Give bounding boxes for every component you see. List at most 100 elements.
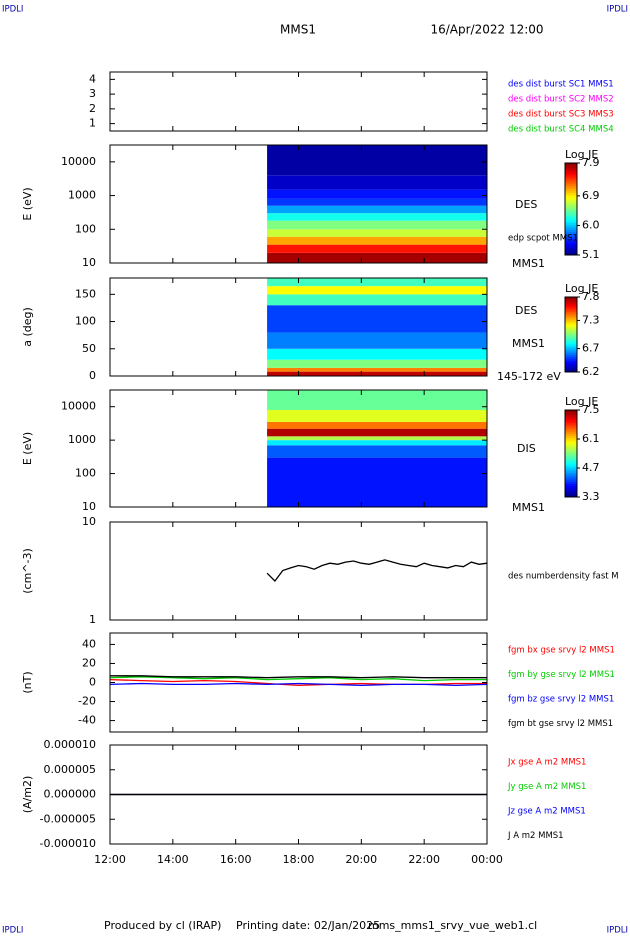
- y-tick-label: 100: [75, 467, 96, 480]
- series-line: [109, 682, 488, 687]
- colorbar-step: [565, 192, 577, 196]
- colorbar-step: [565, 330, 577, 334]
- colorbar-step: [565, 449, 577, 452]
- spectrogram-cell: [267, 205, 487, 214]
- y-tick-label: 150: [75, 287, 96, 300]
- legend-entry: Jx gse A m2 MMS1: [507, 758, 586, 768]
- colorbar-step: [565, 312, 577, 315]
- colorbar-tick-label: 6.0: [582, 218, 600, 231]
- colorbar-step: [565, 327, 577, 330]
- spectrogram-cell: [267, 332, 487, 349]
- colorbar-step: [565, 172, 577, 175]
- colorbar-step: [565, 225, 577, 228]
- legend-entry: des dist burst SC1 MMS1: [508, 80, 614, 90]
- colorbar-frame: [564, 409, 578, 498]
- colorbar-step: [565, 410, 577, 413]
- colorbar-step: [565, 215, 577, 219]
- spectrogram-cell: [267, 236, 487, 245]
- colorbar-step: [565, 473, 577, 476]
- y-tick-label: 0.000000: [44, 788, 97, 801]
- panel-label: 145-172 eV: [497, 370, 561, 383]
- y-axis-label: a (deg): [21, 307, 34, 347]
- colorbar-step: [565, 353, 577, 356]
- title: MMS1: [280, 23, 316, 37]
- spectrogram-cell: [267, 286, 487, 295]
- colorbar-step: [565, 416, 577, 420]
- spectrogram-cell: [267, 440, 487, 446]
- colorbar-step: [565, 420, 577, 424]
- legend-entry: des dist burst SC2 MMS2: [508, 95, 614, 105]
- colorbar-step: [565, 310, 577, 313]
- colorbar-step: [565, 431, 577, 435]
- y-tick-label: -20: [78, 695, 96, 708]
- colorbar-title: Log JE: [565, 148, 598, 161]
- y-tick-label: 1: [89, 117, 96, 130]
- colorbar-step: [565, 338, 577, 341]
- colorbar-step: [565, 357, 577, 360]
- spectrogram-cell: [267, 220, 487, 230]
- panel-frame: [109, 632, 488, 733]
- spectrogram-cell: [267, 198, 487, 206]
- series-line: [266, 559, 488, 582]
- colorbar-step: [565, 206, 577, 210]
- colorbar-step: [565, 328, 577, 332]
- y-tick-label: 10: [82, 256, 96, 269]
- legend-entry: fgm bz gse srvy l2 MMS1: [508, 695, 614, 705]
- colorbar-step: [565, 455, 577, 459]
- colorbar-step: [565, 211, 577, 215]
- y-tick-label: 10000: [61, 155, 96, 168]
- colorbar-frame: [564, 296, 578, 373]
- colorbar-step: [565, 169, 577, 173]
- colorbar-step: [565, 204, 577, 208]
- colorbar-step: [565, 355, 577, 358]
- spectrogram-cell: [267, 229, 487, 237]
- colorbar-step: [565, 342, 577, 345]
- date: 16/Apr/2022 12:00: [430, 23, 543, 37]
- colorbar-step: [565, 315, 577, 319]
- colorbar-step: [565, 488, 577, 491]
- colorbar-tick-label: 7.9: [582, 156, 600, 169]
- colorbar-step: [565, 433, 577, 437]
- colorbar-step: [565, 190, 577, 194]
- colorbar-step: [565, 366, 577, 369]
- colorbar-step: [565, 436, 577, 439]
- spectrogram-cell: [267, 421, 487, 429]
- spectrogram-cell: [267, 175, 487, 190]
- colorbar-step: [565, 202, 577, 205]
- spectrogram-cell: [267, 294, 487, 306]
- footer-producer: Produced by cl (IRAP): [104, 919, 221, 932]
- y-axis-label: (cm^-3): [21, 548, 34, 594]
- colorbar-step: [565, 234, 577, 238]
- y-tick-label: 2: [89, 102, 96, 115]
- legend-entry: fgm bt gse srvy l2 MMS1: [508, 719, 613, 729]
- y-axis-label: (A/m2): [21, 776, 34, 814]
- colorbar-step: [565, 451, 577, 454]
- colorbar-step: [565, 195, 577, 198]
- colorbar-step: [565, 412, 577, 415]
- legend-entry: Jz gse A m2 MMS1: [507, 807, 586, 817]
- colorbar-step: [565, 475, 577, 478]
- y-tick-label: 100: [75, 222, 96, 235]
- y-tick-label: 50: [82, 342, 96, 355]
- y-tick-label: 0.000010: [44, 738, 97, 751]
- y-tick-label: 10: [82, 500, 96, 513]
- colorbar-step: [565, 308, 577, 311]
- colorbar-step: [565, 302, 577, 305]
- colorbar-step: [565, 453, 577, 457]
- y-tick-label: 100: [75, 315, 96, 328]
- colorbar-tick-label: 6.2: [582, 365, 600, 378]
- colorbar-tick-label: 6.1: [582, 432, 600, 445]
- panel-label: DES: [515, 198, 537, 211]
- legend-entry: J A m2 MMS1: [507, 831, 564, 841]
- colorbar-step: [565, 418, 577, 422]
- colorbar-tick-label: 6.7: [582, 342, 600, 355]
- colorbar-step: [565, 440, 577, 444]
- colorbar-step: [565, 213, 577, 217]
- colorbar-step: [565, 325, 577, 328]
- colorbar-step: [565, 197, 577, 201]
- colorbar-step: [565, 494, 577, 498]
- colorbar-tick-label: 7.3: [582, 313, 600, 326]
- x-tick-label: 00:00: [471, 853, 503, 866]
- colorbar-step: [565, 444, 577, 448]
- y-tick-label: -40: [78, 714, 96, 727]
